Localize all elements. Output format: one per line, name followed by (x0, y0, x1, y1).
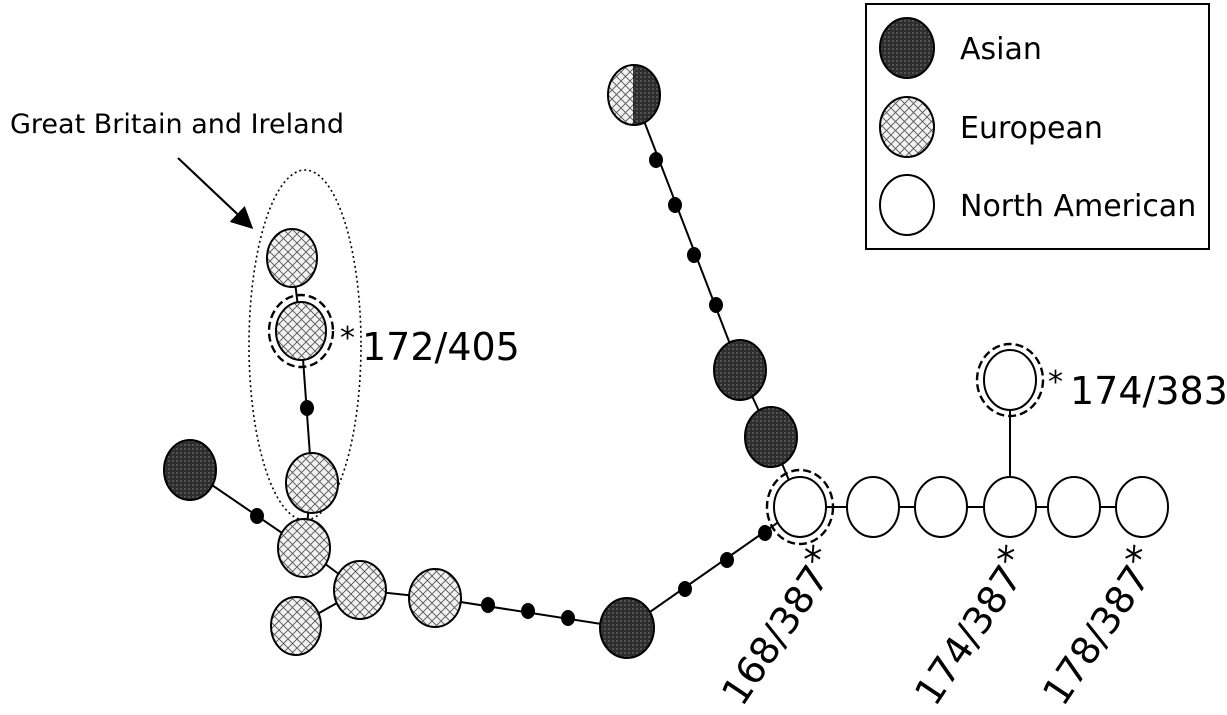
mutation-dot (649, 152, 663, 168)
haplotype-node-north-american (773, 476, 827, 538)
haplotype-node-north-american (846, 476, 900, 538)
gbi-label: Great Britain and Ireland (10, 109, 344, 140)
haplotype-node-north-american (1115, 476, 1169, 538)
haplotype-node-european (275, 301, 327, 361)
haplotype-node-asian (713, 339, 767, 401)
mutation-dot (687, 247, 701, 263)
haplotype-node-european (277, 518, 331, 578)
north-american-nodes (773, 349, 1169, 538)
gbi-group-outline (248, 169, 362, 521)
star-mark: * (340, 321, 355, 356)
haplotype-node-european (270, 596, 322, 656)
european-nodes (266, 228, 462, 656)
mutation-dot (709, 297, 723, 313)
legend-label-north-american: North American (960, 189, 1196, 224)
mutation-dot (481, 597, 495, 613)
haplotype-node-north-american (914, 476, 968, 538)
mutation-dot (720, 552, 734, 568)
mutation-dot (521, 603, 535, 619)
star-mark: * (1048, 365, 1063, 400)
haplotype-node-mixed (607, 64, 661, 126)
legend-label-asian: Asian (960, 32, 1042, 67)
legend-label-european: European (960, 111, 1103, 146)
haplotype-node-european (408, 568, 462, 628)
edge (633, 94, 741, 371)
highlight-ring (975, 342, 1045, 418)
legend: Asian European North American (865, 3, 1210, 250)
mutation-dot (561, 610, 575, 626)
haplotype-node-asian (744, 406, 798, 468)
haplotype-node-european (266, 228, 318, 288)
haplotype-node-asian (163, 439, 217, 501)
highlight-rings (267, 293, 1045, 546)
haplotype-node-european (333, 560, 387, 620)
haplotype-node-north-american (1047, 476, 1101, 538)
legend-swatch-asian (879, 17, 935, 79)
highlight-ring (765, 468, 835, 546)
label-178-387: 178/387* (1027, 537, 1169, 713)
mutation-dot (300, 400, 314, 416)
highlight-ring (267, 293, 335, 369)
asian-nodes (163, 339, 798, 659)
haplotype-node-european (285, 452, 339, 514)
label-172-405: 172/405 (362, 325, 520, 369)
mutation-dot (250, 508, 264, 524)
haplotype-node-asian (599, 597, 655, 659)
haplotype-node-north-american (983, 349, 1037, 411)
mutation-dot (668, 197, 682, 213)
gbi-arrow (177, 157, 254, 230)
mutation-dot (678, 581, 692, 597)
haplotype-node-north-american (983, 476, 1037, 538)
mutation-steps (250, 152, 772, 626)
legend-swatch-european (879, 96, 935, 158)
label-174-383: 174/383 (1070, 369, 1227, 413)
legend-swatch-north-american (879, 174, 935, 236)
label-174-387: 174/387* (899, 537, 1041, 713)
mutation-dot (758, 525, 772, 541)
